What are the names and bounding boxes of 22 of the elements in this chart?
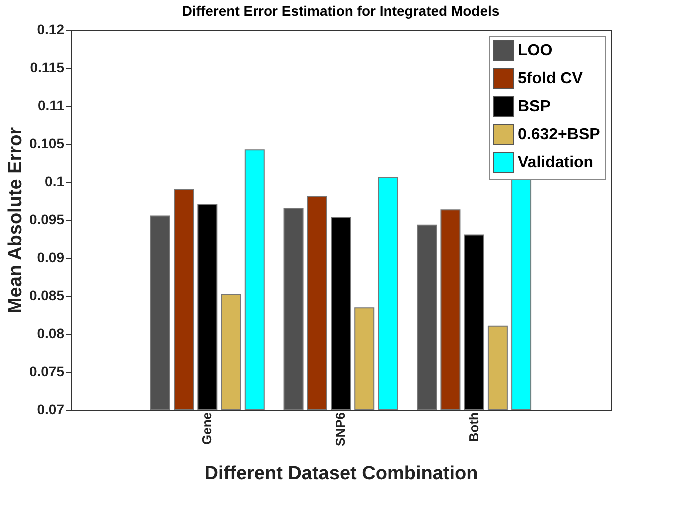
x-tick-label: Both xyxy=(466,412,482,442)
y-tick-label: 0.075 xyxy=(29,364,65,380)
legend-label: 5fold CV xyxy=(518,70,584,88)
y-tick-label: 0.09 xyxy=(37,250,65,266)
y-tick-label: 0.11 xyxy=(38,98,65,114)
legend-label: BSP xyxy=(518,98,552,116)
y-tick-label: 0.095 xyxy=(29,212,65,228)
y-tick-label: 0.08 xyxy=(37,326,65,342)
x-tick-label: Gene xyxy=(200,412,215,446)
x-axis-title: Different Dataset Combination xyxy=(204,463,478,484)
legend-label: Validation xyxy=(518,154,594,172)
y-tick-label: 0.07 xyxy=(37,402,65,418)
y-tick-label: 0.12 xyxy=(37,22,65,38)
y-axis-title: Mean Absolute Error xyxy=(5,126,26,314)
legend-label: 0.632+BSP xyxy=(518,126,601,144)
y-tick-label: 0.085 xyxy=(29,288,65,304)
y-tick-label: 0.1 xyxy=(45,174,65,190)
chart-title: Different Error Estimation for Integrated Models xyxy=(182,3,500,19)
y-tick-label: 0.115 xyxy=(30,60,65,76)
legend-label: LOO xyxy=(518,42,553,60)
y-tick-label: 0.105 xyxy=(29,136,65,152)
x-tick-label: SNP6 xyxy=(333,412,348,446)
